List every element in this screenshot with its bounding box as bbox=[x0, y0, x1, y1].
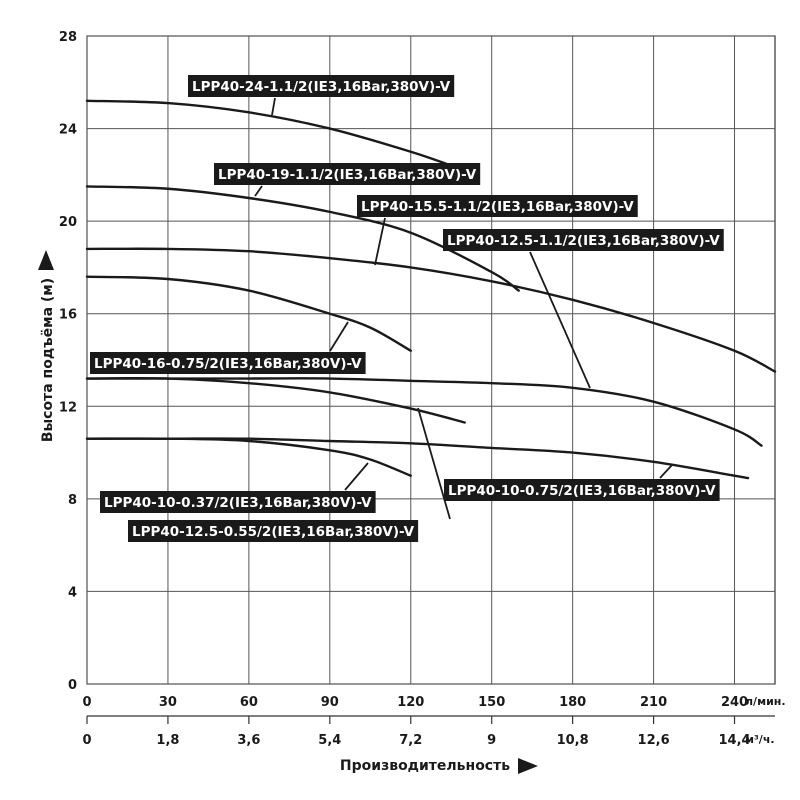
curve-label: LPP40-16-0.75/2(IE3,16Bar,380V)-V bbox=[90, 352, 366, 374]
curve-label-box bbox=[214, 163, 481, 185]
curve-label-text: LPP40-10-0.75/2(IE3,16Bar,380V)-V bbox=[448, 483, 716, 499]
x-primary-tick-label: 30 bbox=[159, 695, 177, 710]
series-line bbox=[85, 247, 777, 373]
y-tick-label: 28 bbox=[59, 30, 77, 45]
x-axis-arrow-icon bbox=[518, 758, 538, 774]
y-axis-title: Высота подъёма (м) bbox=[40, 278, 56, 442]
x-primary-tick-label: 240 bbox=[721, 695, 748, 710]
x-secondary-tick-label: 14,4 bbox=[718, 733, 750, 748]
curve-label-text: LPP40-12.5-0.55/2(IE3,16Bar,380V)-V bbox=[132, 524, 415, 540]
series-line bbox=[85, 275, 412, 352]
curve-label-text: LPP40-12.5-1.1/2(IE3,16Bar,380V)-V bbox=[447, 233, 720, 249]
y-tick-label: 24 bbox=[59, 123, 77, 138]
curve-label: LPP40-19-1.1/2(IE3,16Bar,380V)-V bbox=[214, 163, 481, 185]
label-leader-line bbox=[529, 251, 591, 389]
x-primary-tick-label: 0 bbox=[82, 695, 91, 710]
y-tick-label: 4 bbox=[68, 585, 77, 600]
x-primary-tick-label: 180 bbox=[559, 695, 586, 710]
x-secondary-tick-label: 3,6 bbox=[237, 733, 260, 748]
label-leader-line bbox=[344, 462, 369, 491]
x-secondary-tick-label: 5,4 bbox=[318, 733, 341, 748]
curve-label: LPP40-12.5-1.1/2(IE3,16Bar,380V)-V bbox=[443, 229, 724, 251]
x-primary-unit: л/мин. bbox=[745, 695, 786, 708]
label-leader-line bbox=[374, 217, 386, 266]
label-leader-line bbox=[417, 407, 451, 520]
x-secondary-tick-label: 0 bbox=[82, 733, 91, 748]
y-tick-label: 8 bbox=[68, 493, 77, 508]
x-primary-tick-label: 60 bbox=[240, 695, 258, 710]
curve-label-text: LPP40-16-0.75/2(IE3,16Bar,380V)-V bbox=[94, 356, 362, 372]
x-secondary-tick-label: 10,8 bbox=[557, 733, 589, 748]
series-line bbox=[85, 376, 466, 424]
curve-label-box bbox=[188, 75, 455, 97]
curve-label-box bbox=[128, 520, 419, 542]
y-tick-label: 20 bbox=[59, 215, 77, 230]
x-secondary-tick-label: 1,8 bbox=[156, 733, 179, 748]
series-line bbox=[85, 437, 750, 480]
series-line bbox=[85, 99, 453, 167]
x-secondary-unit: м³/ч. bbox=[745, 733, 775, 746]
y-tick-label: 0 bbox=[68, 678, 77, 693]
x-secondary-tick-label: 9 bbox=[487, 733, 496, 748]
label-leader-line bbox=[254, 185, 263, 197]
curve-label: LPP40-24-1.1/2(IE3,16Bar,380V)-V bbox=[188, 75, 455, 97]
series-line bbox=[85, 185, 520, 292]
curve-label-box bbox=[443, 229, 724, 251]
series-line bbox=[85, 377, 763, 447]
curve-label: LPP40-10-0.37/2(IE3,16Bar,380V)-V bbox=[100, 491, 376, 513]
x-axis-title: Производительность bbox=[340, 758, 510, 774]
curve-label-box bbox=[100, 491, 376, 513]
curve-label-text: LPP40-10-0.37/2(IE3,16Bar,380V)-V bbox=[104, 495, 372, 511]
curve-label: LPP40-12.5-0.55/2(IE3,16Bar,380V)-V bbox=[128, 520, 419, 542]
curve-label-box bbox=[444, 479, 720, 501]
x-primary-tick-label: 90 bbox=[321, 695, 339, 710]
curve-label-text: LPP40-19-1.1/2(IE3,16Bar,380V)-V bbox=[218, 167, 477, 183]
curve-label-text: LPP40-24-1.1/2(IE3,16Bar,380V)-V bbox=[192, 79, 451, 95]
x-primary-tick-label: 120 bbox=[397, 695, 424, 710]
x-secondary-tick-label: 7,2 bbox=[399, 733, 422, 748]
x-primary-tick-label: 210 bbox=[640, 695, 667, 710]
curve-label: LPP40-10-0.75/2(IE3,16Bar,380V)-V bbox=[444, 479, 720, 501]
axes: 0 4 8 12 16 20 24 28 0 30 60 90 120 150 180 210 240 0 1,8 3… bbox=[59, 30, 775, 748]
y-axis-arrow-icon bbox=[38, 250, 54, 270]
curve-labels: LPP40-24-1.1/2(IE3,16Bar,380V)-V LPP40-19… bbox=[90, 75, 724, 542]
label-leader-line bbox=[659, 464, 673, 479]
curve-label-box bbox=[90, 352, 366, 374]
series-line bbox=[85, 437, 412, 477]
label-leader-line bbox=[329, 321, 349, 352]
curve-label-box bbox=[357, 195, 638, 217]
y-tick-label: 16 bbox=[59, 308, 77, 323]
performance-curves bbox=[85, 99, 777, 480]
y-tick-label: 12 bbox=[59, 400, 77, 415]
label-leader-line bbox=[271, 97, 276, 116]
curve-label-text: LPP40-15.5-1.1/2(IE3,16Bar,380V)-V bbox=[361, 199, 634, 215]
curve-label: LPP40-15.5-1.1/2(IE3,16Bar,380V)-V bbox=[357, 195, 638, 217]
x-primary-tick-label: 150 bbox=[478, 695, 505, 710]
x-secondary-tick-label: 12,6 bbox=[638, 733, 670, 748]
